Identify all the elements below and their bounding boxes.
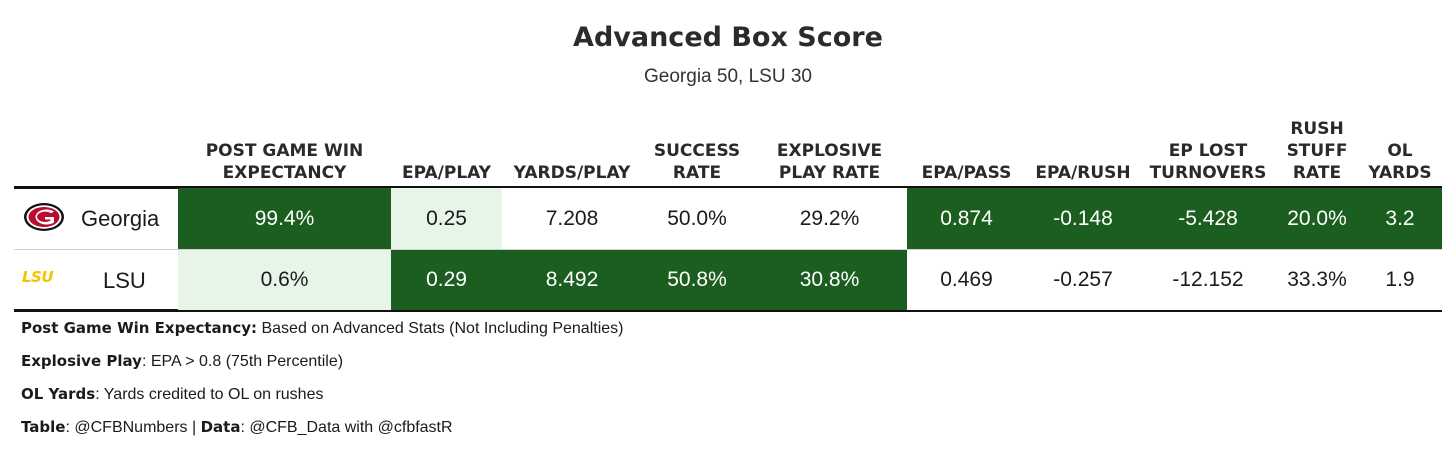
column-header: EPA/PLAY [401,163,491,183]
credit-line: Table: @CFBNumbers | Data: @CFB_Data wit… [21,418,453,436]
table-cell: 99.4% [178,188,391,249]
lsu-logo-icon: LSU [22,268,54,286]
table-cell: 0.874 [907,188,1026,249]
column-header: SUCCESS RATE [653,141,741,183]
table-cell: 50.0% [642,188,752,249]
note-win-expectancy: Post Game Win Expectancy: Based on Advan… [21,319,624,337]
table-top-rule [14,186,1442,189]
table-cell: -0.148 [1026,188,1140,249]
column-header: YARDS/PLAY [513,163,631,183]
chart-subtitle: Georgia 50, LSU 30 [644,66,812,87]
column-header: OL YARDS [1368,141,1432,183]
georgia-g-logo-icon [24,203,64,231]
table-cell: -5.428 [1140,188,1276,249]
table-cell: 3.2 [1358,188,1442,249]
note-explosive-play: Explosive Play: EPA > 0.8 (75th Percenti… [21,352,344,370]
table-bottom-rule [14,309,1442,312]
table-cell: 0.6% [178,250,391,310]
table-cell: 29.2% [752,188,907,249]
table-cell: -0.257 [1026,250,1140,310]
table-cell: 0.469 [907,250,1026,310]
column-header: EXPLOSIVE PLAY RATE [776,141,883,183]
team-name-lsu: LSU [103,268,146,293]
team-name-georgia: Georgia [81,206,160,231]
table-cell: 20.0% [1276,188,1358,249]
note-ol-yards: OL Yards: Yards credited to OL on rushes [21,385,324,403]
table-cell: 0.25 [391,188,502,249]
column-header: POST GAME WIN EXPECTANCY [205,141,364,183]
table-cell: 7.208 [502,188,642,249]
table-cell: 0.29 [391,250,502,310]
table-cell: 30.8% [752,250,907,310]
table-cell: 8.492 [502,250,642,310]
table-cell: -12.152 [1140,250,1276,310]
row-separator [14,249,1442,250]
column-header: EPA/RUSH [1035,163,1131,183]
column-header: RUSH STUFF RATE [1286,119,1348,183]
table-cell: 50.8% [642,250,752,310]
column-header: EP LOST TURNOVERS [1149,141,1267,183]
table-cell: 1.9 [1358,250,1442,310]
chart-title: Advanced Box Score [573,22,883,53]
table-cell: 33.3% [1276,250,1358,310]
column-header: EPA/PASS [921,163,1012,183]
